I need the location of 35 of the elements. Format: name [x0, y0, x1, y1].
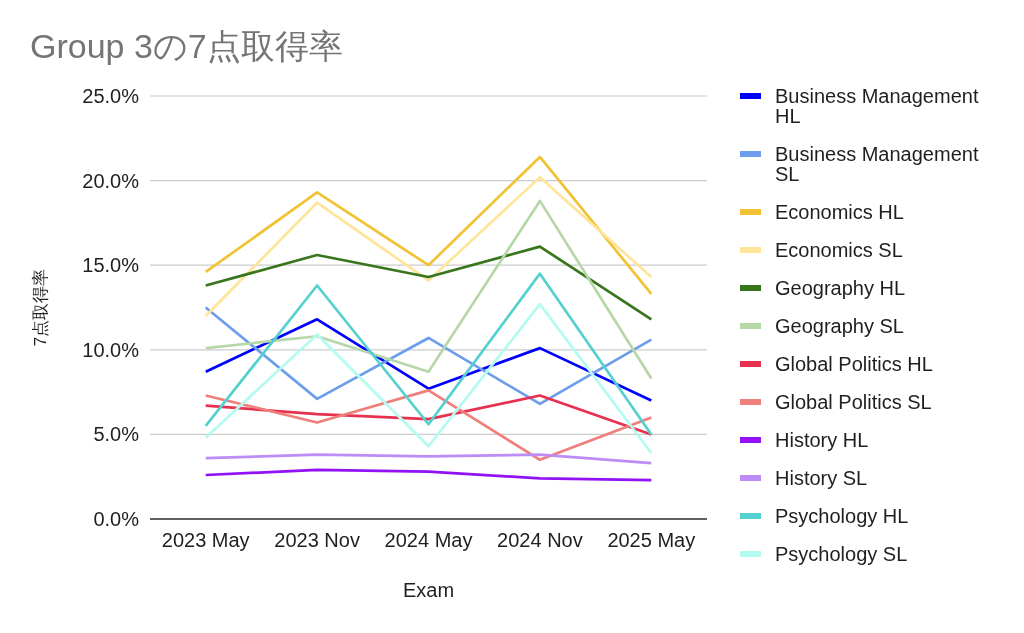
x-tick-label: 2025 May	[607, 529, 696, 551]
line-series	[204, 155, 653, 296]
y-tick-label: 25.0%	[82, 85, 140, 107]
y-axis-title: 7点取得率	[30, 268, 50, 347]
legend-label: History SL	[775, 467, 868, 489]
x-tick-label: 2024 May	[384, 529, 473, 551]
y-tick-label: 5.0%	[93, 423, 140, 446]
x-axis-title: Exam	[402, 579, 455, 601]
legend-label: Psychology HL	[775, 505, 909, 527]
line-series	[204, 453, 653, 465]
line-series	[204, 272, 653, 436]
chart-title: Group 3の7点取得率	[30, 27, 343, 65]
legend-label: Global Politics HL	[775, 353, 933, 375]
x-tick-label: 2023 May	[161, 529, 250, 551]
line-series	[204, 175, 653, 318]
y-tick-label: 10.0%	[82, 338, 140, 361]
legend-label: History HL	[775, 429, 869, 451]
legend-label: Business Management HL	[775, 85, 979, 127]
line-series	[204, 199, 653, 380]
line-series	[204, 302, 653, 455]
y-tick-label: 15.0%	[82, 254, 140, 277]
legend-label: Economics SL	[775, 239, 903, 261]
legend-label: Geography HL	[775, 277, 906, 299]
legend-label: Geography SL	[775, 315, 904, 337]
legend-label: Economics HL	[775, 201, 904, 223]
legend-label: Global Politics SL	[775, 391, 932, 413]
legend-label: Psychology SL	[775, 543, 908, 565]
y-tick-label: 20.0%	[82, 169, 140, 192]
legend-label: Business Management SL	[775, 143, 979, 185]
line-series	[204, 389, 653, 462]
line-series	[204, 245, 653, 321]
x-tick-label: 2024 Nov	[497, 529, 583, 551]
y-tick-label: 0.0%	[93, 508, 140, 530]
x-tick-label: 2023 Nov	[274, 529, 360, 551]
line-series	[204, 468, 653, 482]
